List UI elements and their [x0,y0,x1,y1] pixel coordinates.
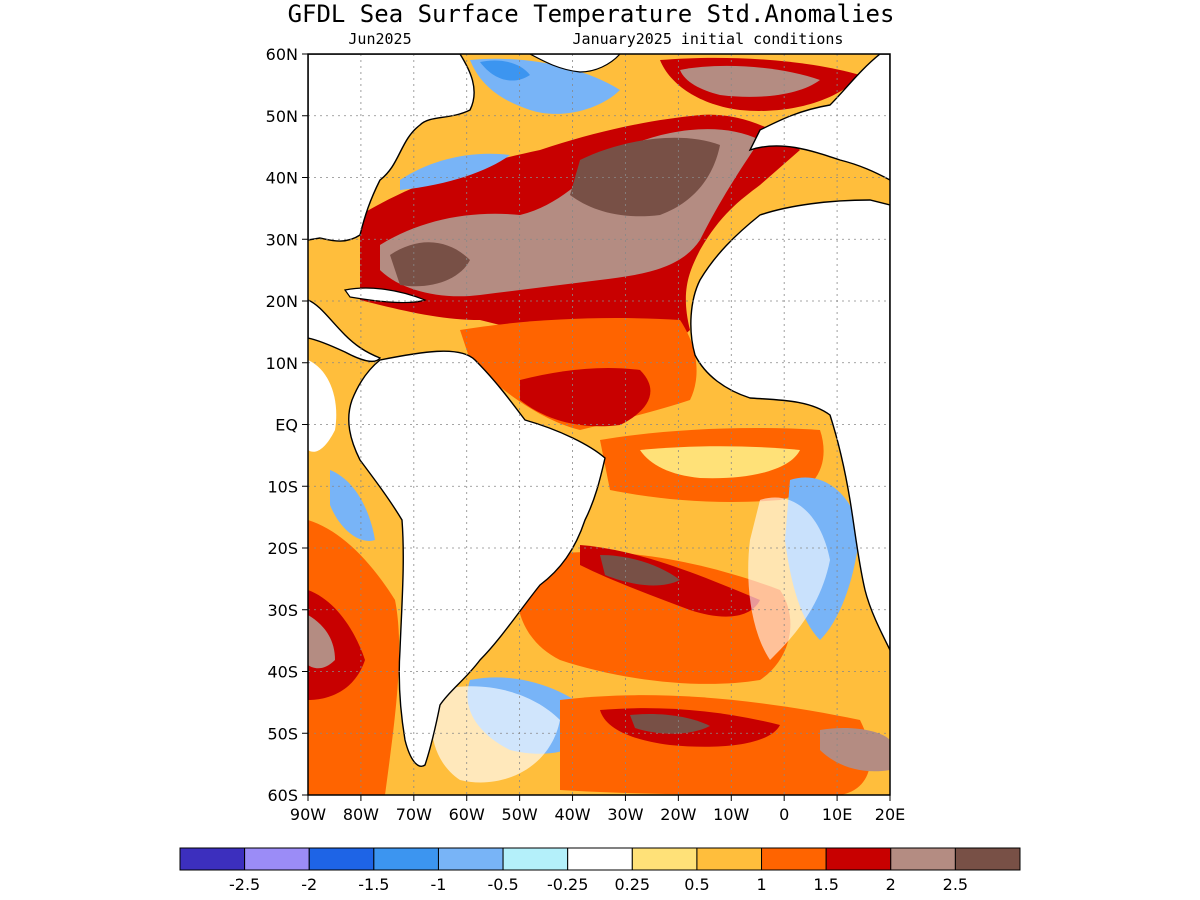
colorbar-label: -1 [430,875,446,894]
lon-tick-label: 20W [660,805,696,824]
lon-tick-label: 60W [449,805,485,824]
lon-tick-label: 30W [607,805,643,824]
lat-tick-label: 30N [266,230,298,249]
lat-tick-label: 30S [267,601,298,620]
colorbar-swatch [954,847,1021,871]
forecast-month: Jun2025 [348,30,411,48]
lat-tick-label: 10N [266,354,298,373]
colorbar-label: -2.5 [229,875,260,894]
colorbar-label: -0.25 [547,875,588,894]
lon-tick-label: 50W [502,805,538,824]
anomaly-region-equatorial-mild [640,446,800,479]
anomaly-region-benguela-neutral [748,497,830,660]
colorbar-label: -1.5 [358,875,389,894]
colorbar-label: 2 [886,875,896,894]
colorbar-swatch [890,847,956,871]
land-cuba [343,287,427,304]
colorbar-swatch [761,847,827,871]
land-north-america [308,54,475,242]
latitude-axis: 60N 50N 40N 30N 20N 10N EQ 10S 20S 30S 40S 50S 60S [266,45,308,805]
anomaly-region-southern-strongest [630,714,710,734]
map-panel [308,54,890,795]
colorbar-swatch [825,847,892,871]
lat-tick-label: 60S [267,786,298,805]
anomaly-region-tropical-strong [520,368,651,427]
colorbar-label: 1 [756,875,766,894]
lat-tick-label: 50S [267,724,298,743]
colorbar-swatch [179,847,246,871]
lat-tick-label: 20N [266,292,298,311]
colorbar-swatch [502,847,569,871]
anomaly-region-pacific-strong [308,590,365,700]
initial-conditions: January2025 initial conditions [573,30,844,48]
lon-tick-label: 80W [343,805,379,824]
figure-title: GFDL Sea Surface Temperature Std.Anomali… [288,0,895,28]
colorbar-swatch [244,847,310,871]
colorbar-swatch [308,847,375,871]
anomaly-region-southeast-strong [820,728,890,772]
anomaly-region-pacific-strongest [308,615,335,669]
anomaly-region-gulf-cool [400,153,510,190]
anomaly-region-strongest-west [390,242,470,287]
colorbar-label: 1.5 [813,875,838,894]
anomaly-region-subpolar-cool [480,60,530,81]
land-europe [748,54,890,181]
lon-tick-label: 70W [396,805,432,824]
colorbar-swatch [373,847,439,871]
lon-tick-label: 10E [822,805,852,824]
lon-tick-label: 20E [875,805,905,824]
lat-tick-label: 10S [267,477,298,496]
land-south-america [348,350,606,767]
colorbar-swatch [696,847,763,871]
lat-tick-label: 20S [267,539,298,558]
lat-tick-label: 50N [266,107,298,126]
lat-tick-label: 40N [266,169,298,188]
lon-tick-label: 0 [779,805,789,824]
colorbar-label: 2.5 [943,875,968,894]
lat-tick-label: EQ [275,416,298,435]
colorbar-label: 0.5 [684,875,709,894]
anomaly-region-southwest-neutral [431,686,560,783]
lat-tick-label: 60N [266,45,298,64]
lon-tick-label: 40W [554,805,590,824]
lon-tick-label: 90W [290,805,326,824]
colorbar-swatch [631,847,698,871]
lat-tick-label: 40S [267,663,298,682]
anomaly-region-northeast-strong [680,65,820,97]
colorbar: -2.5 -2 -1.5 -1 -0.5 -0.25 0.25 0.5 1 1.5 2 2.5 [179,847,1021,894]
anomaly-region-strongest-north [570,137,720,217]
lon-tick-label: 10W [713,805,749,824]
anomaly-region-pacific-cool [330,470,375,541]
colorbar-label: -2 [301,875,317,894]
colorbar-swatch [437,847,504,871]
map-gridlines [308,54,890,795]
colorbar-label: -0.5 [487,875,518,894]
land-africa [690,199,890,651]
colorbar-label: 0.25 [614,875,650,894]
anomaly-region-south-strongest [600,555,680,586]
anomaly-region-pacific-neutral [308,360,337,452]
land-greenland [529,54,621,73]
colorbar-swatch [567,847,633,871]
land-central-america [308,299,382,362]
longitude-axis: 90W 80W 70W 60W 50W 40W 30W 20W 10W 0 10E 20E [290,795,905,824]
